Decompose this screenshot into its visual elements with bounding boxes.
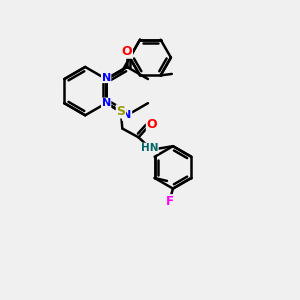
Text: N: N [101, 73, 111, 82]
Text: O: O [122, 45, 132, 58]
Text: N: N [122, 110, 132, 120]
Text: S: S [116, 105, 125, 118]
Text: HN: HN [141, 143, 158, 153]
Text: F: F [166, 195, 174, 208]
Text: O: O [146, 118, 157, 131]
Text: N: N [101, 98, 111, 108]
